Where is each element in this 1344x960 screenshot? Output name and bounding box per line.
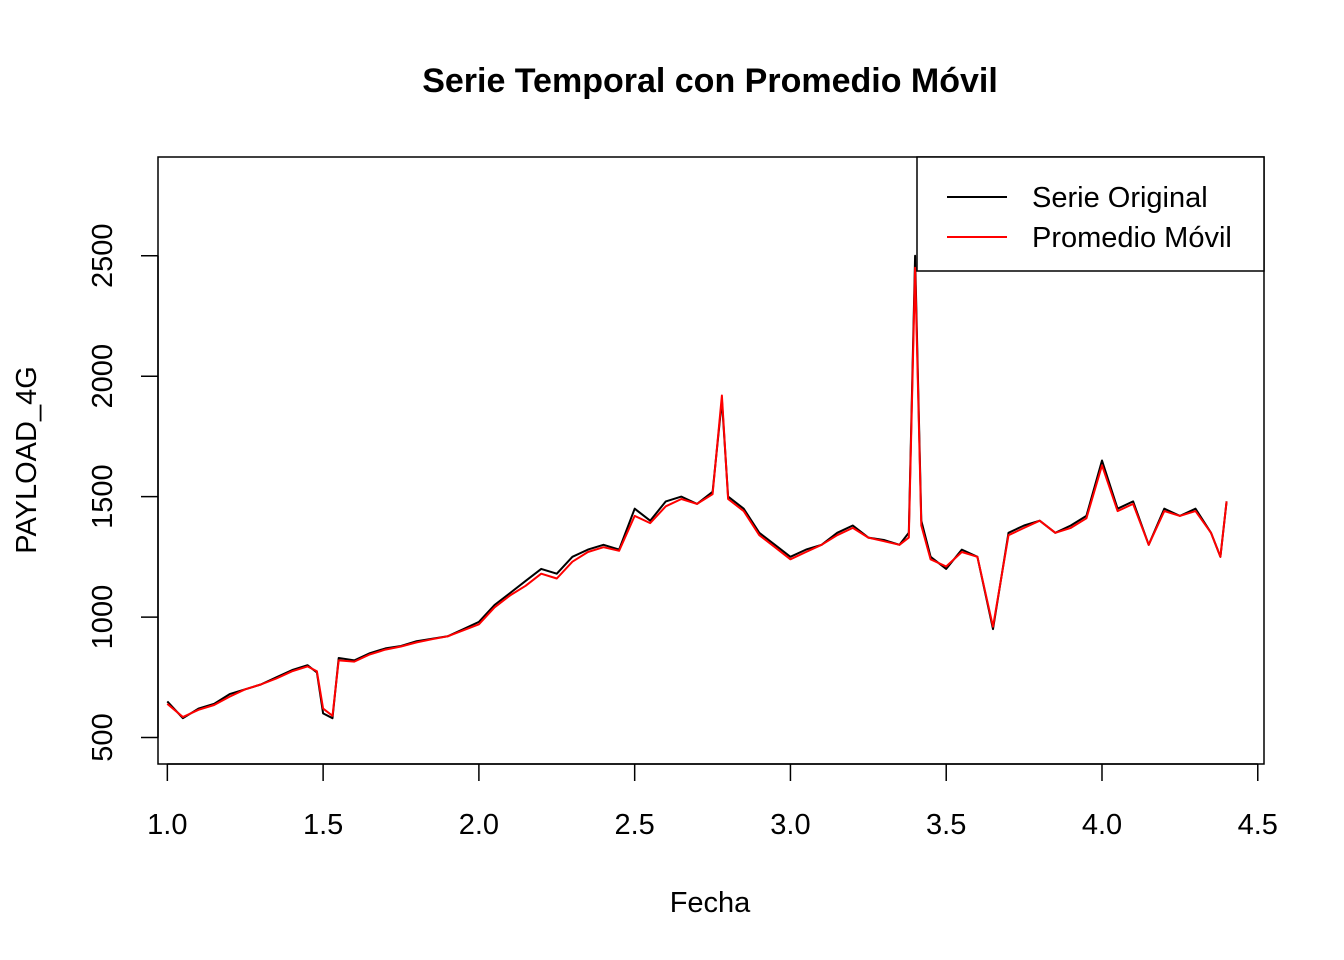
legend-label-serie-original: Serie Original xyxy=(1032,182,1208,214)
chart-title: Serie Temporal con Promedio Móvil xyxy=(422,62,998,100)
series-line-serie-original xyxy=(166,254,1228,720)
legend-label-promedio-movil: Promedio Móvil xyxy=(1032,222,1232,254)
y-axis: 500 1000 1500 2000 2500 xyxy=(87,224,159,762)
x-tick-label: 2.0 xyxy=(459,809,499,841)
y-tick-label: 2000 xyxy=(87,344,119,409)
x-tick-label: 1.0 xyxy=(147,809,187,841)
y-tick-label: 1000 xyxy=(87,585,119,650)
x-axis: 1.0 1.5 2.0 2.5 3.0 3.5 4.0 4.5 xyxy=(147,763,1278,841)
x-tick-label: 3.5 xyxy=(926,809,966,841)
x-tick-label: 1.5 xyxy=(303,809,343,841)
x-tick-label: 2.5 xyxy=(615,809,655,841)
x-tick-label: 4.0 xyxy=(1082,809,1122,841)
y-tick-label: 1500 xyxy=(87,464,119,529)
plot-area xyxy=(166,254,1228,720)
y-axis-label: PAYLOAD_4G xyxy=(11,366,43,554)
y-tick-label: 500 xyxy=(87,713,119,761)
series-line-promedio-movil xyxy=(166,266,1228,718)
y-tick-label: 2500 xyxy=(87,224,119,289)
legend: Serie Original Promedio Móvil xyxy=(916,156,1265,272)
legend-box xyxy=(916,156,1265,272)
x-tick-label: 3.0 xyxy=(770,809,810,841)
x-axis-label: Fecha xyxy=(670,887,751,919)
x-tick-label: 4.5 xyxy=(1238,809,1278,841)
